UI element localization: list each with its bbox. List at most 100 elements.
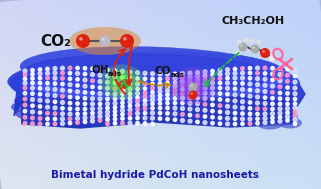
Circle shape	[293, 118, 297, 122]
Circle shape	[195, 78, 199, 82]
Circle shape	[106, 92, 109, 95]
Circle shape	[61, 88, 65, 92]
Ellipse shape	[23, 54, 273, 94]
Circle shape	[271, 72, 274, 76]
Circle shape	[79, 37, 82, 41]
Circle shape	[256, 66, 259, 70]
Circle shape	[158, 111, 162, 115]
Circle shape	[31, 104, 34, 107]
Circle shape	[248, 107, 252, 110]
Circle shape	[203, 115, 207, 118]
Circle shape	[278, 111, 282, 115]
Circle shape	[76, 96, 79, 99]
Circle shape	[195, 102, 199, 106]
Circle shape	[181, 113, 184, 116]
Circle shape	[106, 86, 109, 90]
Circle shape	[38, 105, 42, 108]
Circle shape	[181, 92, 184, 95]
Circle shape	[173, 84, 177, 88]
Circle shape	[188, 91, 192, 95]
Circle shape	[286, 73, 289, 77]
Circle shape	[121, 117, 124, 120]
Ellipse shape	[179, 74, 207, 98]
Circle shape	[188, 83, 197, 91]
Circle shape	[98, 97, 102, 101]
Circle shape	[53, 112, 57, 115]
Circle shape	[278, 107, 282, 111]
Circle shape	[151, 82, 154, 86]
Circle shape	[123, 37, 127, 41]
Circle shape	[195, 71, 199, 74]
Circle shape	[293, 106, 297, 110]
Circle shape	[226, 92, 229, 96]
Circle shape	[158, 94, 162, 97]
Circle shape	[53, 100, 57, 103]
Circle shape	[61, 77, 64, 80]
Ellipse shape	[107, 70, 137, 94]
Circle shape	[270, 56, 272, 58]
Circle shape	[241, 94, 244, 97]
Circle shape	[31, 69, 34, 72]
Circle shape	[181, 76, 184, 80]
Circle shape	[233, 71, 237, 75]
Circle shape	[211, 73, 214, 77]
Circle shape	[23, 109, 27, 113]
Circle shape	[30, 110, 34, 114]
Circle shape	[158, 82, 162, 85]
Circle shape	[151, 107, 154, 110]
Circle shape	[226, 72, 230, 76]
Circle shape	[278, 116, 282, 119]
Circle shape	[263, 101, 267, 105]
Circle shape	[53, 122, 57, 126]
Circle shape	[38, 98, 42, 102]
Circle shape	[256, 95, 259, 99]
Circle shape	[173, 112, 177, 116]
Circle shape	[173, 76, 177, 80]
Circle shape	[181, 107, 184, 110]
Circle shape	[278, 119, 282, 123]
Circle shape	[233, 67, 237, 71]
Circle shape	[211, 86, 214, 90]
Circle shape	[226, 86, 230, 90]
Circle shape	[76, 72, 79, 75]
Circle shape	[241, 117, 244, 121]
Circle shape	[241, 88, 244, 91]
Circle shape	[128, 70, 132, 74]
Circle shape	[271, 91, 274, 94]
Circle shape	[256, 71, 259, 75]
Circle shape	[113, 117, 117, 121]
Circle shape	[226, 122, 230, 126]
Circle shape	[181, 72, 184, 75]
Circle shape	[30, 86, 34, 90]
Circle shape	[91, 85, 94, 89]
Polygon shape	[22, 102, 295, 123]
Circle shape	[113, 97, 117, 101]
Circle shape	[91, 79, 94, 83]
Text: CO: CO	[155, 66, 171, 76]
Circle shape	[120, 83, 123, 85]
Circle shape	[76, 112, 79, 116]
Circle shape	[233, 105, 237, 109]
Circle shape	[158, 86, 162, 90]
Circle shape	[256, 112, 259, 116]
Circle shape	[46, 81, 49, 85]
Circle shape	[286, 107, 290, 110]
Circle shape	[53, 71, 57, 75]
Circle shape	[218, 92, 222, 95]
Circle shape	[256, 101, 259, 105]
Circle shape	[248, 101, 252, 104]
Circle shape	[68, 89, 72, 93]
Circle shape	[83, 116, 87, 120]
Circle shape	[128, 96, 132, 100]
Circle shape	[106, 118, 109, 121]
Circle shape	[113, 113, 117, 117]
Ellipse shape	[278, 118, 302, 129]
Polygon shape	[22, 87, 295, 126]
Circle shape	[61, 82, 64, 86]
Circle shape	[76, 116, 79, 120]
Circle shape	[278, 79, 282, 83]
Circle shape	[293, 86, 297, 90]
Circle shape	[241, 112, 244, 115]
Circle shape	[166, 89, 169, 93]
Circle shape	[128, 92, 132, 95]
